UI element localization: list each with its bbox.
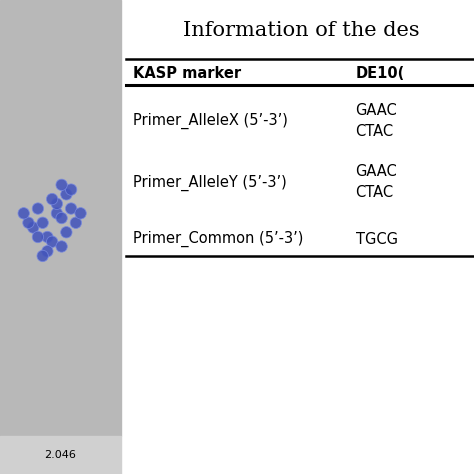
Circle shape: [70, 217, 82, 228]
Circle shape: [32, 203, 44, 214]
Text: DE10(: DE10(: [356, 66, 405, 81]
Bar: [0, 0, 121, 436]
Text: KASP marker: KASP marker: [133, 66, 241, 81]
Circle shape: [46, 236, 58, 247]
Text: Primer_AlleleX (5’-3’): Primer_AlleleX (5’-3’): [133, 113, 288, 129]
Text: GAAC
CTAC: GAAC CTAC: [356, 164, 397, 201]
Circle shape: [61, 189, 72, 200]
Circle shape: [56, 212, 67, 224]
Circle shape: [56, 241, 67, 252]
Circle shape: [46, 193, 58, 205]
Circle shape: [37, 217, 48, 228]
Circle shape: [32, 231, 44, 243]
Circle shape: [51, 198, 63, 210]
Circle shape: [37, 250, 48, 262]
Circle shape: [51, 208, 63, 219]
Circle shape: [65, 203, 77, 214]
Text: 2.046: 2.046: [45, 450, 76, 460]
Text: TGCG: TGCG: [356, 232, 398, 247]
Circle shape: [42, 231, 53, 243]
Circle shape: [27, 222, 39, 233]
Circle shape: [65, 184, 77, 195]
Circle shape: [75, 208, 86, 219]
Bar: [0, 436, 121, 474]
Circle shape: [61, 227, 72, 238]
Text: Information of the des: Information of the des: [182, 21, 419, 40]
Text: Primer_Common (5’-3’): Primer_Common (5’-3’): [133, 231, 303, 247]
Text: Primer_AlleleY (5’-3’): Primer_AlleleY (5’-3’): [133, 174, 286, 191]
Text: GAAC
CTAC: GAAC CTAC: [356, 103, 397, 139]
Circle shape: [23, 217, 34, 228]
Circle shape: [42, 246, 53, 257]
Circle shape: [56, 179, 67, 191]
Circle shape: [18, 208, 29, 219]
